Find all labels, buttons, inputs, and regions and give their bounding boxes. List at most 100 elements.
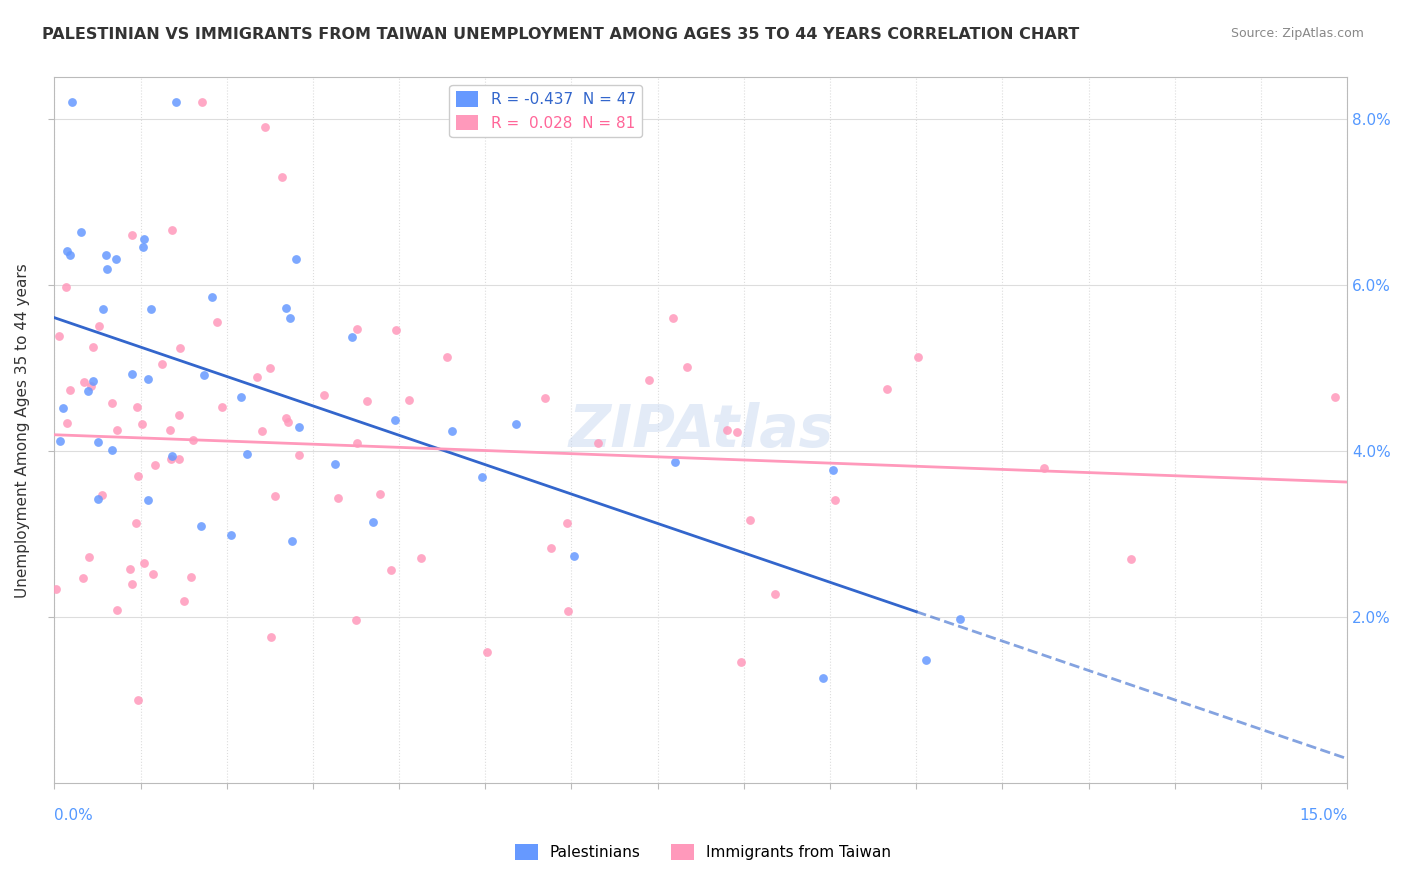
Point (134, 556, 156, 570)
Point (131, 417, 153, 432)
Point (662, 310, 685, 325)
Legend: Palestinians, Immigrants from Taiwan: Palestinians, Immigrants from Taiwan (509, 838, 897, 866)
Text: ZIPAtlas: ZIPAtlas (568, 402, 834, 459)
Point (398, 393, 420, 408)
Point (907, 350, 929, 364)
Point (1119, 552, 1142, 566)
Point (740, 513, 762, 527)
Point (136, 372, 159, 386)
Point (342, 330, 364, 344)
Point (588, 436, 610, 450)
Point (136, 492, 159, 507)
Point (259, 360, 281, 375)
Point (101, 442, 124, 457)
Point (87, 435, 110, 450)
Point (229, 390, 252, 404)
Point (159, 423, 181, 437)
Point (73, 375, 96, 389)
Point (60, 95, 83, 110)
Point (201, 289, 224, 303)
Point (323, 457, 346, 471)
Point (59, 248, 82, 262)
Point (344, 613, 367, 627)
Point (270, 170, 292, 185)
Point (725, 425, 748, 440)
Point (87, 492, 110, 507)
Point (876, 382, 898, 396)
Text: 0.0%: 0.0% (55, 808, 93, 823)
Point (285, 252, 308, 267)
Point (145, 458, 167, 473)
Point (534, 391, 557, 405)
Point (79, 379, 101, 393)
Point (77, 384, 100, 399)
Point (169, 341, 191, 355)
Point (96, 248, 118, 262)
Point (127, 692, 149, 706)
Point (165, 95, 187, 110)
Point (326, 491, 349, 505)
Text: Source: ZipAtlas.com: Source: ZipAtlas.com (1230, 27, 1364, 40)
Point (125, 400, 148, 414)
Point (287, 448, 309, 462)
Point (276, 301, 298, 315)
Point (716, 423, 738, 437)
Point (96, 262, 118, 277)
Point (173, 594, 195, 608)
Point (82, 341, 104, 355)
Point (277, 416, 299, 430)
Point (312, 388, 335, 402)
Point (180, 570, 202, 584)
Point (55, 279, 77, 293)
Point (368, 487, 391, 501)
Point (190, 519, 212, 533)
Point (1323, 390, 1346, 404)
Point (763, 587, 786, 601)
Point (125, 516, 148, 530)
Point (101, 396, 124, 410)
Point (384, 323, 406, 337)
Point (132, 240, 155, 254)
Point (139, 302, 162, 317)
Point (676, 360, 699, 375)
Point (436, 351, 458, 365)
Point (167, 451, 190, 466)
Point (384, 412, 406, 426)
Point (540, 541, 562, 555)
Point (167, 408, 190, 422)
Point (48, 329, 70, 343)
Point (821, 463, 844, 477)
Point (915, 653, 938, 667)
Point (505, 417, 527, 432)
Point (45, 582, 67, 597)
Point (288, 420, 311, 434)
Point (664, 455, 686, 469)
Point (555, 516, 578, 531)
Point (254, 120, 277, 134)
Point (162, 449, 184, 463)
Point (55, 244, 77, 259)
Point (105, 252, 128, 266)
Point (264, 489, 287, 503)
Point (191, 95, 214, 110)
Point (1033, 461, 1056, 475)
Point (91, 302, 114, 317)
Point (557, 604, 579, 618)
Point (260, 631, 283, 645)
Point (250, 425, 273, 439)
Point (380, 563, 402, 577)
Point (730, 655, 752, 669)
Point (48, 434, 70, 449)
Point (638, 373, 661, 387)
Text: PALESTINIAN VS IMMIGRANTS FROM TAIWAN UNEMPLOYMENT AMONG AGES 35 TO 44 YEARS COR: PALESTINIAN VS IMMIGRANTS FROM TAIWAN UN… (42, 27, 1080, 42)
Point (824, 492, 846, 507)
Point (52, 401, 75, 416)
Point (361, 515, 384, 529)
Point (120, 562, 142, 576)
Point (440, 424, 463, 438)
Point (813, 671, 835, 685)
Point (346, 322, 368, 336)
Point (56, 416, 79, 430)
Point (127, 469, 149, 483)
Point (72, 571, 94, 585)
